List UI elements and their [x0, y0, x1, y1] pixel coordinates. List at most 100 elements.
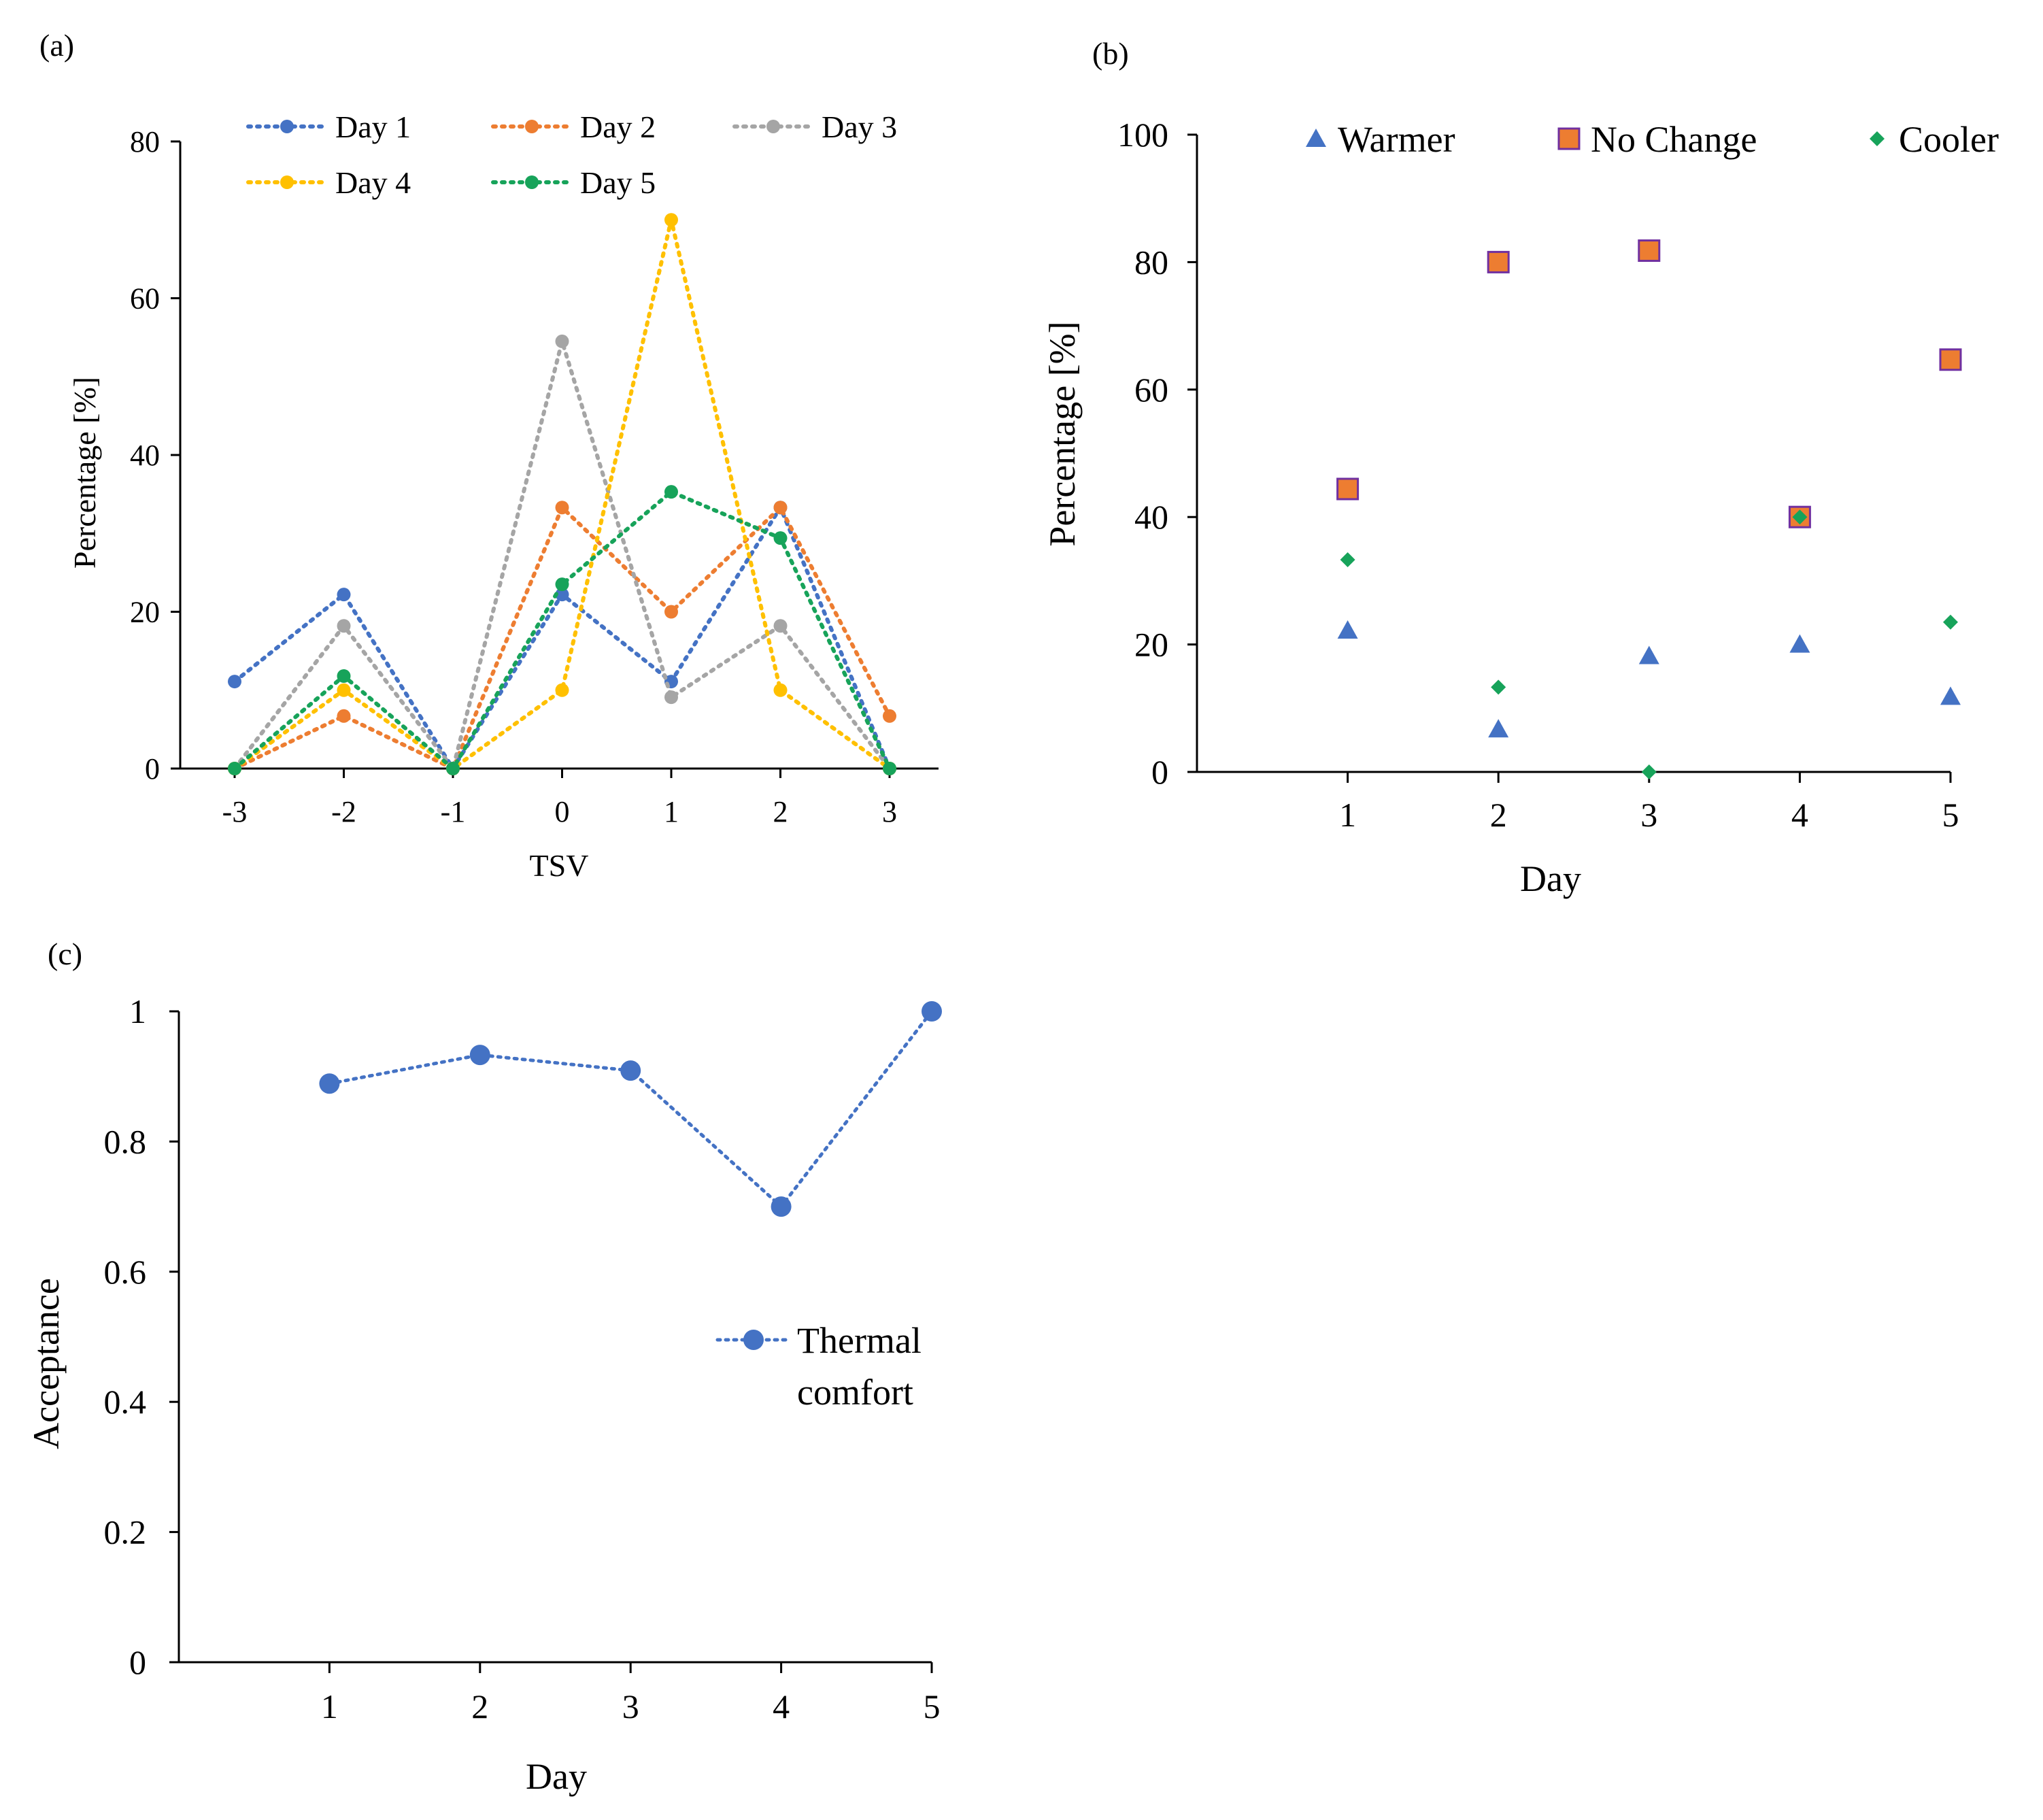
panel-b-x-tick-label: 5	[1942, 796, 1959, 834]
panel-c-x-tick-label: 2	[471, 1687, 488, 1725]
panel-a-point-day-4	[337, 683, 351, 697]
panel-a-point-day-3	[555, 334, 569, 348]
panel-a-legend-label-day-1: Day 1	[335, 109, 411, 144]
panel-b-marker-warmer	[1337, 620, 1358, 639]
panel-b-marker-cooler	[1943, 614, 1958, 630]
panel-c-legend-marker	[743, 1330, 764, 1350]
panel-b-legend-marker-warmer	[1306, 129, 1326, 147]
panel-b-x-tick-label: 2	[1490, 796, 1507, 834]
panel-a-point-day-2	[555, 501, 569, 515]
panel-a-x-axis-title: TSV	[530, 848, 589, 883]
panel-a-point-day-1	[228, 675, 241, 689]
panel-b-legend-label-no-change: No Change	[1591, 119, 1757, 160]
panel-a-x-tick-label: -1	[441, 795, 466, 828]
panel-a-y-tick-label: 80	[130, 125, 160, 158]
panel-a-x-tick-label: -3	[222, 795, 248, 828]
panel-a-point-day-5	[773, 531, 788, 545]
panel-a-y-tick-label: 60	[130, 282, 160, 316]
panel-b-legend-marker-cooler	[1870, 131, 1885, 146]
panel-a-point-day-2	[773, 501, 788, 515]
panel-b-legend: Warmer No Change Cooler	[1306, 119, 1999, 160]
panel-b-x-axis-title: Day	[1520, 858, 1581, 899]
panel-c-y-tick-label: 0.2	[104, 1513, 147, 1551]
panel-c-point-thermal-comfort	[771, 1196, 792, 1217]
panel-a-point-day-5	[664, 485, 678, 499]
panel-c-y-tick-label: 0	[129, 1643, 146, 1681]
panel-a-legend: Day 1 Day 2 Day 3 Day 4 Day 5	[246, 109, 897, 200]
panel-c-y-tick-label: 0.6	[104, 1253, 147, 1291]
panel-a-x-tick-label: 2	[773, 795, 788, 828]
panel-a-point-day-1	[555, 588, 569, 602]
panel-b-legend-label-cooler: Cooler	[1899, 119, 1999, 160]
panel-c-axes: 0 0.2 0.4 0.6 0.8 1 1 2 3 4 5	[104, 992, 941, 1725]
panel-a-point-day-1	[337, 588, 351, 602]
panel-a-legend-marker-day-4	[280, 175, 294, 189]
panel-a-y-tick-label: 0	[145, 752, 160, 786]
panel-a-point-day-4	[555, 683, 569, 697]
panel-b-y-axis-title: Percentage [%]	[1042, 321, 1083, 546]
panel-c-point-thermal-comfort	[620, 1060, 641, 1081]
panel-c-series-line	[319, 1001, 942, 1217]
panel-b-marker-cooler	[1641, 764, 1657, 779]
panel-a-y-tick-label: 40	[130, 439, 160, 472]
panel-c-x-tick-label: 1	[321, 1687, 338, 1725]
panel-a-x-tick-label: -2	[331, 795, 356, 828]
panel-a-series-lines	[228, 213, 896, 775]
panel-a-point-day-4	[773, 683, 788, 697]
panel-c-point-thermal-comfort	[469, 1045, 490, 1066]
panel-b-x-tick-label: 4	[1791, 796, 1808, 834]
panel-b-marker-cooler	[1491, 679, 1506, 695]
panel-a-point-day-2	[664, 605, 678, 619]
panel-a-x-tick-label: 0	[555, 795, 570, 828]
panel-b-marker-warmer	[1789, 634, 1810, 653]
panel-b-marker-warmer	[1488, 719, 1509, 738]
panel-a-point-day-5	[883, 762, 896, 775]
panel-a-line-day-3	[233, 333, 892, 773]
panel-b-y-tick-label: 20	[1134, 626, 1168, 664]
panel-c-y-tick-label: 0.8	[104, 1122, 147, 1160]
panel-b-y-tick-label: 40	[1134, 498, 1168, 536]
panel-a-label: (a)	[39, 28, 74, 63]
panel-a-point-day-5	[446, 762, 460, 775]
panel-c-acceptance-chart: (c) Acceptance Day 0 0.2 0.4 0.6 0.8 1 1 2 3 4 5 T…	[26, 937, 942, 1797]
panel-a-axes: 0 20 40 60 80 -3 -2 -1 0 1 2 3	[130, 125, 939, 828]
panel-b-y-tick-label: 100	[1117, 116, 1168, 154]
panel-c-x-axis-title: Day	[526, 1756, 587, 1797]
panel-a-x-tick-label: 1	[664, 795, 679, 828]
panel-b-markers	[1336, 239, 1962, 779]
panel-a-point-day-3	[664, 690, 678, 705]
panel-a-point-day-2	[883, 709, 896, 723]
panel-a-y-axis-title: Percentage [%]	[67, 377, 102, 569]
panel-a-legend-label-day-2: Day 2	[580, 109, 656, 144]
panel-b-legend-marker-no-change	[1557, 127, 1581, 150]
panel-b-marker-warmer	[1638, 645, 1659, 664]
panel-a-legend-marker-day-3	[766, 120, 780, 133]
panel-a-point-day-3	[337, 619, 351, 633]
panel-c-y-axis-title: Acceptance	[26, 1278, 67, 1449]
panel-a-point-day-5	[555, 577, 569, 592]
panel-c-x-tick-label: 5	[924, 1687, 941, 1725]
panel-b-preference-chart: (b) Percentage [%] Day 0 20 40 60 80 100 1 2 3 4 5…	[1042, 36, 1999, 899]
panel-c-legend-label-line: comfort	[797, 1372, 913, 1413]
panel-b-y-tick-label: 80	[1134, 243, 1168, 281]
panel-c-y-tick-label: 0.4	[104, 1383, 147, 1421]
panel-c-point-thermal-comfort	[922, 1001, 942, 1022]
panel-c-legend-label-line: Thermal	[797, 1320, 922, 1361]
panel-a-legend-label-day-3: Day 3	[822, 109, 897, 144]
panel-a-point-day-4	[664, 213, 678, 227]
panel-a-legend-marker-day-5	[525, 175, 539, 189]
panel-b-marker-no-change	[1487, 250, 1510, 273]
panel-c-x-tick-label: 3	[622, 1687, 639, 1725]
panel-b-marker-cooler	[1792, 509, 1808, 525]
panel-b-axes: 0 20 40 60 80 100 1 2 3 4 5	[1117, 116, 1959, 834]
panel-a-legend-marker-day-2	[525, 120, 539, 133]
panel-a-legend-label-day-4: Day 4	[335, 165, 411, 200]
panel-a-point-day-3	[773, 619, 788, 633]
panel-b-marker-no-change	[1939, 348, 1962, 371]
panel-c-y-tick-label: 1	[129, 992, 146, 1030]
panel-c-line-thermal-comfort	[327, 1009, 934, 1209]
panel-a-point-day-5	[228, 762, 241, 775]
panel-b-marker-no-change	[1638, 239, 1661, 263]
panel-a-y-tick-label: 20	[130, 596, 160, 629]
